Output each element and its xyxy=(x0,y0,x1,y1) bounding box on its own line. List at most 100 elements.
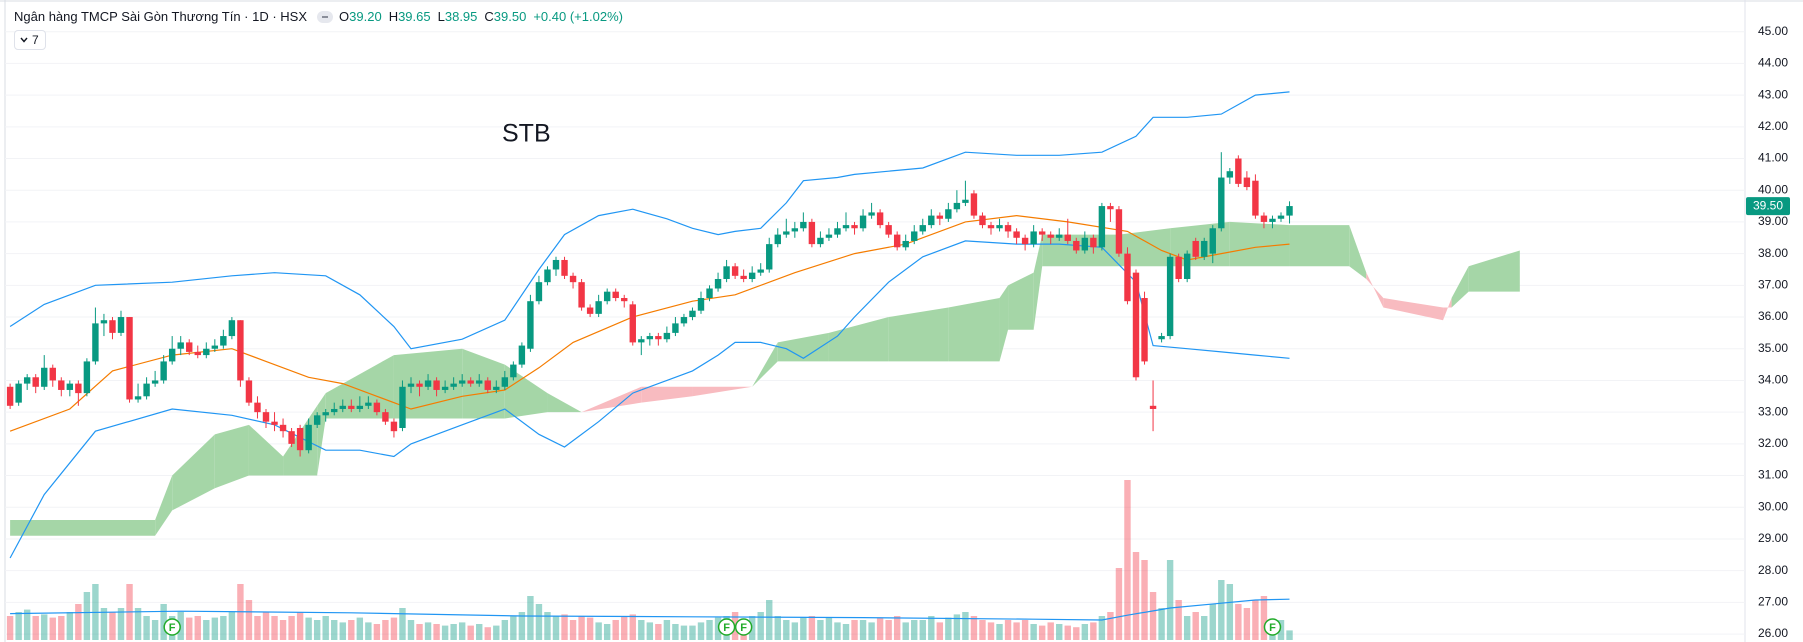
candle-body xyxy=(1201,240,1208,257)
volume-bar xyxy=(117,608,125,640)
candle-body xyxy=(928,215,935,226)
candle-body xyxy=(552,259,560,270)
field-key: L xyxy=(437,9,445,24)
volume-bar xyxy=(774,616,781,640)
cloud-segment xyxy=(1033,234,1043,330)
volume-bar xyxy=(902,622,909,640)
cloud-segment xyxy=(504,364,548,419)
volume-bar xyxy=(109,612,116,640)
volume-bar xyxy=(75,604,82,640)
candle-body xyxy=(740,275,747,279)
volume-bar xyxy=(458,622,466,640)
y-tick-label: 32.00 xyxy=(1758,436,1788,450)
candle-body xyxy=(655,336,662,340)
candle-body xyxy=(1107,206,1114,210)
candle-body xyxy=(424,380,432,387)
candle-body xyxy=(484,380,491,390)
volume-bar xyxy=(484,627,491,640)
cloud-segment xyxy=(10,519,156,536)
volume-bar xyxy=(919,620,926,640)
volume-bar xyxy=(612,620,619,640)
volume-bar xyxy=(211,617,219,640)
candle-body xyxy=(578,282,585,308)
volume-bar xyxy=(970,616,978,640)
candle-body xyxy=(339,405,346,409)
candle-body xyxy=(186,342,193,352)
candles xyxy=(6,152,1293,457)
volume-bar xyxy=(1260,596,1268,640)
volume-bar xyxy=(1226,584,1234,640)
volume-bar xyxy=(433,624,440,640)
candle-body xyxy=(1260,215,1268,222)
candle-body xyxy=(851,225,858,229)
candle-body xyxy=(305,424,312,451)
cloud-segment xyxy=(172,434,215,511)
volume-bar xyxy=(569,620,577,640)
cloud-segment xyxy=(547,393,582,413)
y-tick-label: 29.00 xyxy=(1758,531,1788,545)
candle-body xyxy=(134,396,142,400)
cloud-segment xyxy=(948,298,1000,362)
candle-body xyxy=(953,202,961,210)
candle-body xyxy=(348,405,355,409)
candle-body xyxy=(203,348,210,356)
cloud-segment xyxy=(777,332,829,362)
volume-bar xyxy=(245,600,253,640)
volume-bar xyxy=(561,614,568,640)
candle-body xyxy=(331,408,338,413)
candle-body xyxy=(834,228,841,235)
cloud-segment xyxy=(214,424,249,489)
volume-bar xyxy=(49,617,56,640)
candle-body xyxy=(663,332,671,340)
candle-body xyxy=(1030,231,1037,245)
volume-bar xyxy=(800,617,807,640)
cloud-segment xyxy=(752,342,778,387)
volume-bar xyxy=(296,612,304,640)
cloud-segment xyxy=(1289,225,1350,267)
volume-bar xyxy=(817,620,824,640)
volume-bar xyxy=(143,616,150,640)
volume-bar xyxy=(416,624,423,640)
indicators-toggle[interactable]: 7 xyxy=(14,30,46,50)
candle-body xyxy=(595,301,602,314)
visibility-toggle[interactable] xyxy=(317,10,334,23)
candle-body xyxy=(1090,237,1097,248)
candle-body xyxy=(1064,234,1071,241)
volume-bar xyxy=(331,620,338,640)
candle-body xyxy=(117,317,125,333)
candle-body xyxy=(970,193,978,216)
candle-body xyxy=(399,386,406,428)
y-tick-label: 44.00 xyxy=(1758,56,1788,70)
volume-bar xyxy=(962,612,969,640)
volume-bar xyxy=(15,612,22,640)
candle-body xyxy=(6,386,14,406)
volume-bar xyxy=(365,622,372,640)
event-marker xyxy=(163,618,181,636)
candle-body xyxy=(441,386,449,390)
candle-body xyxy=(373,402,381,413)
volume-bar xyxy=(1141,560,1148,640)
candle-body xyxy=(945,209,952,219)
candle-body xyxy=(919,225,926,232)
volume-bar xyxy=(1013,622,1020,640)
candle-body xyxy=(1209,228,1216,254)
volume-bar xyxy=(83,592,91,640)
candle-body xyxy=(493,386,500,390)
volume-bar xyxy=(1004,620,1012,640)
field-key: O xyxy=(339,9,350,24)
chevron-icon xyxy=(20,37,28,43)
annotation: STB xyxy=(502,120,551,148)
ohlc-fields: O39.20 H39.65 L38.95 C39.50 xyxy=(339,9,526,24)
volume-bar xyxy=(953,614,961,640)
candle-body xyxy=(458,380,466,384)
candle-body xyxy=(510,364,517,378)
candle-body xyxy=(1073,240,1080,251)
volume-bar xyxy=(586,617,594,640)
volume-bar xyxy=(424,622,432,640)
volume-bar xyxy=(638,620,645,640)
volume-bar xyxy=(373,624,381,640)
candle-body xyxy=(228,320,236,337)
candle-body xyxy=(58,380,65,390)
y-tick-label: 41.00 xyxy=(1758,151,1788,165)
volume-bar xyxy=(706,620,713,640)
